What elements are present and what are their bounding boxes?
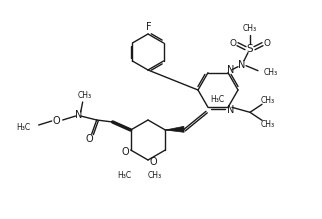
Text: CH₃: CH₃: [243, 24, 257, 33]
Text: N: N: [75, 110, 82, 120]
Text: O: O: [230, 39, 236, 48]
Polygon shape: [165, 126, 184, 132]
Text: O: O: [122, 147, 129, 157]
Text: O: O: [53, 116, 61, 126]
Text: H₃C: H₃C: [16, 124, 31, 132]
Text: H₃C: H₃C: [210, 95, 224, 104]
Text: CH₃: CH₃: [261, 120, 275, 129]
Text: O: O: [263, 39, 270, 48]
Text: N: N: [227, 65, 235, 75]
Text: CH₃: CH₃: [78, 90, 92, 99]
Text: O: O: [86, 134, 93, 144]
Text: O: O: [149, 157, 157, 167]
Text: CH₃: CH₃: [264, 68, 278, 77]
Text: F: F: [146, 22, 152, 32]
Text: N: N: [238, 60, 246, 70]
Text: CH₃: CH₃: [261, 96, 275, 105]
Text: H₃C: H₃C: [117, 171, 131, 180]
Text: CH₃: CH₃: [147, 171, 161, 180]
Text: S: S: [247, 44, 253, 54]
Text: N: N: [227, 105, 235, 115]
